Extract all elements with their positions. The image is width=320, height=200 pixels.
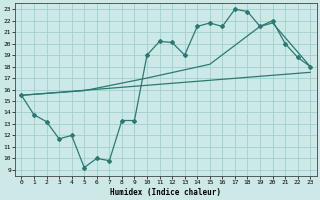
X-axis label: Humidex (Indice chaleur): Humidex (Indice chaleur) — [110, 188, 221, 197]
